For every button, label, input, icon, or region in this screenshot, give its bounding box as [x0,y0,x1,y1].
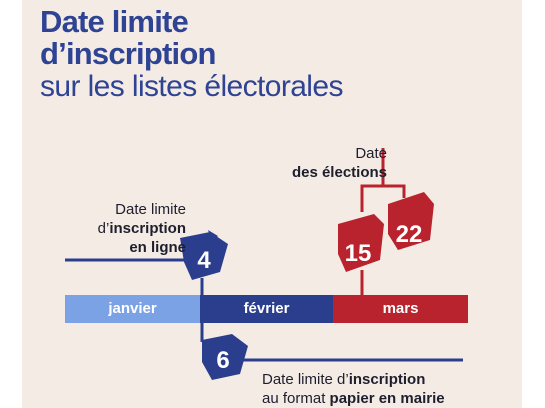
elections-label-bold: des élections [291,164,387,181]
paper-deadline-label: Date limite d’inscription au format papi… [262,370,445,408]
badge-online-date-shape [180,232,228,280]
title-line-3: sur les listes électorales [40,70,343,103]
online-deadline-label: Date limite d’inscription en ligne [98,200,186,257]
month-segment-february: février [200,295,333,323]
timeline-graphics [65,148,463,380]
badge-second-round-shape [388,192,434,250]
infographic-card: Date limite d’inscription sur les listes… [22,0,522,408]
month-segment-january: janvier [65,295,200,323]
paper-label-line-1: Date limite d’inscription [262,370,445,389]
title-line-2: d’inscription [40,36,216,71]
badge-first-round-date: 15 [344,240,372,267]
paper-label-prefix: Date limite d’ [262,371,349,388]
badge-second-round-date: 22 [395,221,423,248]
title-line-1: Date limite [40,4,189,39]
online-label-prefix: d’ [97,220,110,237]
online-label-line-3: en ligne [98,238,186,257]
paper-label-bold: inscription [348,371,426,388]
elections-label-line-2: des élections [292,163,387,182]
online-label-bold-2: en ligne [129,239,186,256]
elections-bracket [360,184,406,212]
badge-online-date: 4 [197,247,211,274]
paper-label-line-2: au format papier en mairie [262,389,445,408]
badge-paper-date-shape [202,334,248,380]
page-title: Date limite d’inscription sur les listes… [40,6,343,104]
badge-online-flag [208,230,218,242]
paper-label-bold-2: papier en mairie [329,390,445,407]
elections-label-line-1: Date [355,145,387,162]
month-segment-march: mars [333,295,468,323]
online-label-bold: inscription [109,220,186,237]
badge-paper-date: 6 [216,347,230,374]
online-label-line-1: Date limite [115,201,186,218]
badge-first-round-shape [338,214,384,272]
paper-label-prefix-2: au format [262,390,330,407]
elections-label: Date des élections [292,144,387,182]
online-label-line-2: d’inscription [98,219,186,238]
